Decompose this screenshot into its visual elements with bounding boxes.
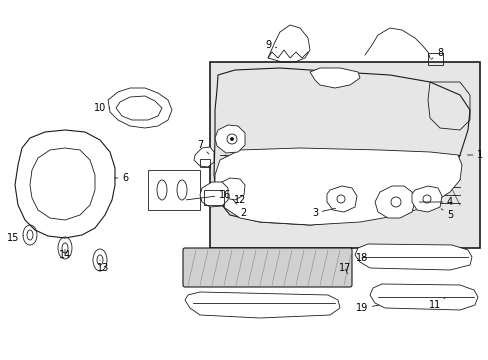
Text: 13: 13: [97, 260, 109, 273]
Polygon shape: [354, 244, 471, 270]
Text: 3: 3: [311, 208, 335, 218]
Polygon shape: [411, 186, 441, 212]
Polygon shape: [200, 182, 227, 207]
Polygon shape: [326, 186, 356, 212]
Text: 2: 2: [232, 199, 245, 218]
Bar: [209, 62, 479, 248]
Text: 19: 19: [355, 303, 378, 313]
Text: 18: 18: [355, 253, 367, 263]
Text: 1: 1: [467, 150, 482, 160]
Polygon shape: [309, 68, 359, 88]
Text: 10: 10: [94, 103, 110, 113]
Text: 7: 7: [197, 140, 208, 154]
Text: 6: 6: [114, 173, 128, 183]
Text: 5: 5: [440, 209, 452, 220]
Polygon shape: [374, 186, 414, 218]
FancyBboxPatch shape: [183, 248, 351, 287]
Polygon shape: [194, 147, 214, 167]
Text: 15: 15: [7, 233, 23, 243]
Polygon shape: [215, 125, 244, 153]
Text: 12: 12: [229, 195, 245, 205]
Circle shape: [229, 137, 234, 141]
Text: 9: 9: [264, 40, 276, 50]
Polygon shape: [215, 148, 461, 225]
Text: 11: 11: [428, 298, 444, 310]
Bar: [148, 170, 200, 210]
Text: 4: 4: [419, 197, 452, 207]
Text: 8: 8: [430, 48, 442, 59]
Text: 17: 17: [338, 263, 350, 274]
Bar: [427, 53, 442, 65]
Text: 14: 14: [59, 249, 71, 260]
Polygon shape: [369, 284, 477, 310]
Bar: [203, 190, 224, 205]
Text: 16: 16: [186, 190, 231, 200]
Bar: [200, 159, 209, 167]
Polygon shape: [218, 178, 244, 200]
Polygon shape: [184, 292, 339, 318]
